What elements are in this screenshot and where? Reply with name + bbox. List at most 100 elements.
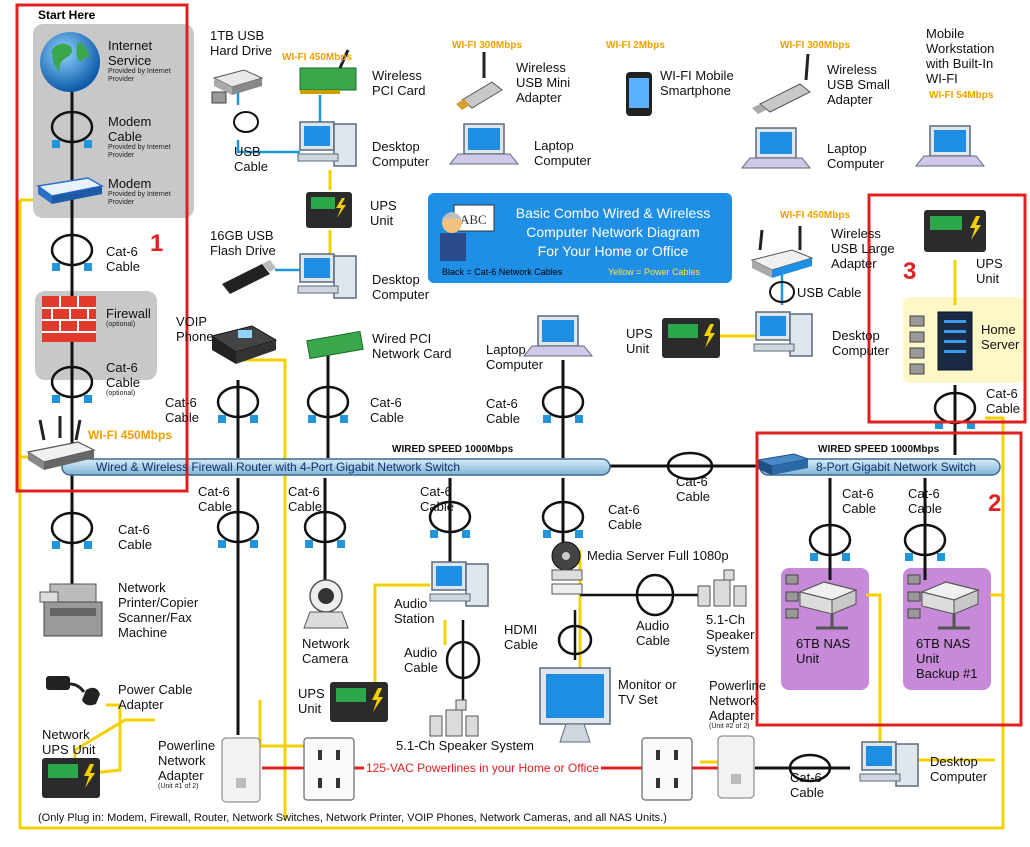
power-cables [18,170,1005,830]
wifi-300-small: WI-FI 300Mbps [780,40,851,51]
label-modem: Modem Provided by Internet Provider [108,176,171,206]
label-hdmi-cable: HDMI Cable [504,622,538,652]
label-cat6-1: Cat-6 Cable [106,244,140,274]
wall-outlet-1-icon [303,737,355,801]
label-laptop-2: Laptop Computer [827,141,885,171]
speaker-system-right-icon [697,569,747,607]
server-disk-icons [909,315,925,375]
ups-unit-4 [330,682,388,722]
label-ups-1: UPS Unit [370,198,397,228]
label-speaker-system-left: 5.1-Ch Speaker System [396,738,535,753]
highlight-box-3 [867,193,1027,424]
label-speaker-system-right: 5.1-Ch Speaker System [706,612,755,657]
ups-unit-3 [924,210,986,252]
label-wifi-mobile: WI-FI Mobile Smartphone [660,68,734,98]
desktop-computer-3 [753,311,813,357]
label-usb-cable-1: USB Cable [234,144,268,174]
label-cat6-switchlink: Cat-6 Cable [676,474,710,504]
router-icon [26,416,96,470]
wifi-450-router: WI-FI 450Mbps [88,428,173,442]
label-cat6-b4: Cat-6 Cable [608,502,642,532]
label-audio-cable-2: Audio Cable [636,618,670,648]
label-desktop-3: Desktop Computer [832,328,890,358]
desktop-computer-1 [297,121,357,167]
usb-cable-coil-2 [769,281,795,303]
voip-phone-icon [210,325,278,364]
label-cat6-printer: Cat-6 Cable [118,522,152,552]
ups-unit-5 [42,758,100,798]
label-cat6-laptop: Cat-6 Cable [486,396,520,426]
label-wireless-pci: Wireless PCI Card [372,68,426,98]
ups-unit-1 [306,192,352,228]
label-desktop-2: Desktop Computer [372,272,430,302]
label-wired-pci: Wired PCI Network Card [372,331,452,361]
power-cable-adapter-icon [46,676,100,706]
label-laptop-1: Laptop Computer [534,138,592,168]
wireless-usb-mini-icon [456,52,503,110]
label-cat6-powerline: Cat-6 Cable [790,770,824,800]
label-monitor-tv: Monitor or TV Set [618,677,677,707]
av-cables [461,593,700,700]
label-usb-cable-2: USB Cable [797,285,862,300]
label-audio-station: Audio Station [394,596,435,626]
label-mobile-workstation: Mobile Workstation with Built-In WI-FI [926,26,995,86]
label-voip-phone: VOIP Phone [176,314,214,344]
label-cat6-nas2: Cat-6 Cable [908,486,942,516]
powerline-adapter-1-icon [221,737,261,803]
wireless-usb-small-icon [752,53,811,114]
router-bus [61,458,611,476]
section-number-2: 2 [988,490,1002,517]
label-1tb-hdd: 1TB USB Hard Drive [210,28,273,58]
label-cat6-pci: Cat-6 Cable [370,395,404,425]
title-box: ABC Basic Combo Wired & Wireless Compute… [428,193,732,283]
label-wireless-usb-mini: Wireless USB Mini Adapter [516,60,571,105]
label-firewall: Firewall (optional) [106,306,151,328]
label-cat6-voip: Cat-6 Cable [165,395,199,425]
wired-speed-label-2: WIRED SPEED 1000Mbps [818,444,940,455]
usb-cable-coil [233,111,259,133]
label-home-server: Home Server [981,322,1020,352]
label-desktop-1: Desktop Computer [372,139,430,169]
router-bus-label: Wired & Wireless Firewall Router with 4-… [96,460,461,474]
wifi-450-large: WI-FI 450Mbps [780,210,851,221]
usb-flash-drive-icon [222,260,276,294]
label-power-cable-adapter: Power Cable Adapter [118,682,193,712]
label-nas-6tb-backup: 6TB NAS Unit Backup #1 [916,636,978,681]
cable-plugs [52,140,975,561]
wireless-usb-large-icon [750,226,814,278]
label-nas-6tb: 6TB NAS Unit [796,636,851,666]
desktop-computer-2 [297,253,357,299]
laptop-4 [522,315,594,357]
wifi-54: WI-FI 54Mbps [929,90,994,101]
label-cat6-b3: Cat-6 Cable [420,484,454,514]
speaker-system-left-icon [429,699,479,737]
ups-unit-2 [662,318,720,358]
wired-pci-card-icon [306,330,364,360]
laptop-1 [448,123,520,165]
start-here-label: Start Here [38,8,96,22]
label-cat6-optional: Cat-6 Cable (optional) [106,360,140,397]
powerline-label: 125-VAC Powerlines in your Home or Offic… [364,761,601,775]
label-cat6-b1: Cat-6 Cable [198,484,232,514]
cable-coils [50,110,977,783]
wifi-2-mobile: WI-FI 2Mbps [606,40,665,51]
wifi-300-mini: WI-FI 300Mbps [452,40,523,51]
wireless-pci-card-icon [299,49,357,94]
label-laptop-4: Laptop Computer [486,342,544,372]
usb-hard-drive-icon [211,69,264,104]
label-network-camera: Network Camera [302,636,350,666]
desktop-computer-4 [859,741,919,787]
legend-black: Black = Cat-6 Network Cables [442,267,563,277]
monitor-tv-icon [539,667,611,743]
label-modem-cable: Modem Cable Provided by Internet Provide… [108,114,171,159]
highlight-boxes [15,3,1027,727]
powerline-adapter-2-icon [717,735,755,799]
wall-outlet-2-icon [641,737,693,801]
media-server-icon [551,541,583,595]
laptop-2 [740,127,812,169]
label-cat6-nas1: Cat-6 Cable [842,486,876,516]
section-number-1: 1 [150,230,164,257]
label-cat6-server: Cat-6 Cable [986,386,1020,416]
network-printer-icon [39,583,103,637]
